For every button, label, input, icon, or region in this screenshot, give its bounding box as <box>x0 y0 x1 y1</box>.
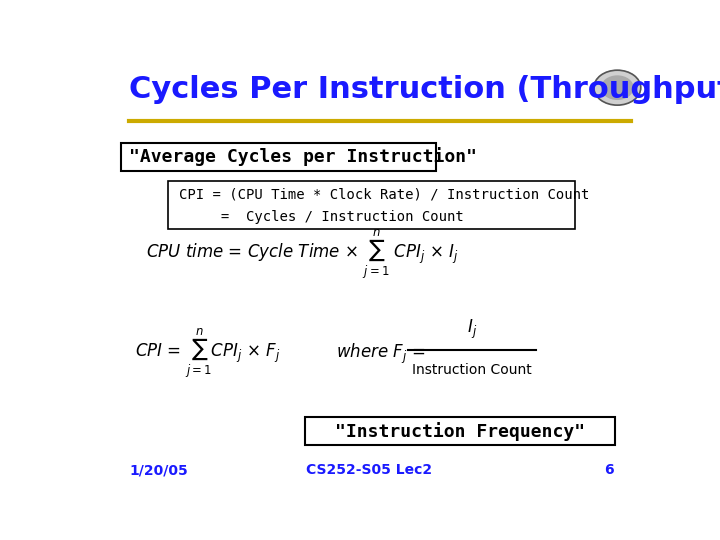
Text: Instruction Count: Instruction Count <box>413 362 532 376</box>
Text: "Instruction Frequency": "Instruction Frequency" <box>335 422 585 441</box>
Text: "Average Cycles per Instruction": "Average Cycles per Instruction" <box>129 147 477 166</box>
Text: Cycles Per Instruction (Throughput): Cycles Per Instruction (Throughput) <box>129 75 720 104</box>
Text: CPI = (CPU Time * Clock Rate) / Instruction Count: CPI = (CPU Time * Clock Rate) / Instruct… <box>179 187 590 201</box>
Circle shape <box>594 70 641 105</box>
Text: CPU time = Cycle Time $\times$ $\sum_{j=1}^{n}$ CPI$_j$ $\times$ I$_j$: CPU time = Cycle Time $\times$ $\sum_{j=… <box>145 227 459 281</box>
Circle shape <box>602 76 633 99</box>
FancyBboxPatch shape <box>305 417 615 445</box>
FancyBboxPatch shape <box>121 143 436 171</box>
Text: 1/20/05: 1/20/05 <box>129 463 188 477</box>
Text: CS252-S05 Lec2: CS252-S05 Lec2 <box>306 463 432 477</box>
Text: CPI = $\sum_{j=1}^{n}$CPI$_j$ $\times$ F$_j$: CPI = $\sum_{j=1}^{n}$CPI$_j$ $\times$ F… <box>135 327 281 380</box>
Text: where F$_j$ =: where F$_j$ = <box>336 342 425 366</box>
Text: =  Cycles / Instruction Count: = Cycles / Instruction Count <box>179 210 464 224</box>
Text: 6: 6 <box>604 463 613 477</box>
Text: I$_j$: I$_j$ <box>467 318 477 341</box>
FancyBboxPatch shape <box>168 181 575 229</box>
